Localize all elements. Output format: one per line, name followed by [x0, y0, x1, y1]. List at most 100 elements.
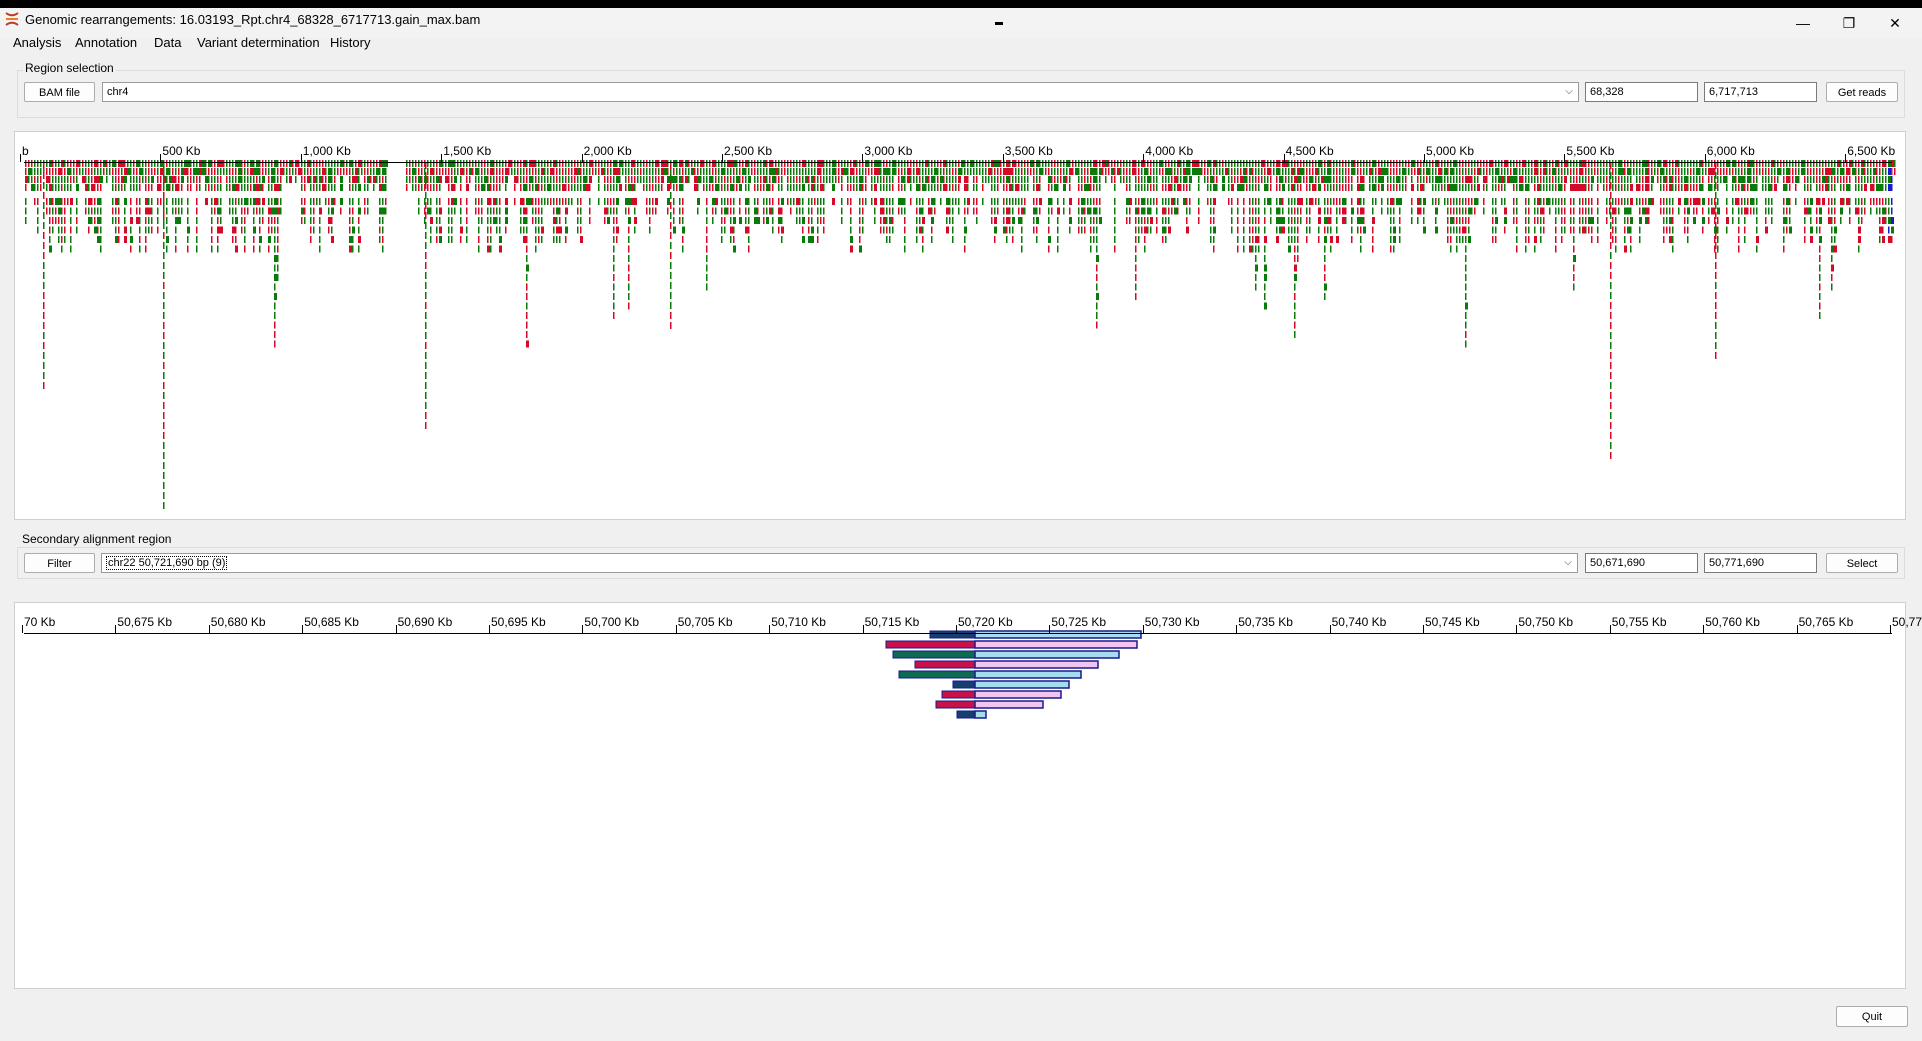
read-mark[interactable] — [1201, 168, 1203, 175]
read-mark[interactable] — [1318, 198, 1320, 205]
read-mark[interactable] — [1264, 226, 1266, 234]
read-mark[interactable] — [712, 184, 714, 191]
read-mark[interactable] — [1345, 168, 1347, 175]
read-mark[interactable] — [1270, 176, 1272, 183]
read-mark[interactable] — [1015, 184, 1018, 191]
read-mark[interactable] — [1132, 168, 1135, 175]
read-mark[interactable] — [31, 176, 33, 183]
read-mark[interactable] — [1396, 184, 1398, 191]
read-mark[interactable] — [232, 168, 234, 175]
read-mark[interactable] — [865, 198, 867, 205]
read-mark[interactable] — [139, 176, 141, 183]
read-mark[interactable] — [808, 226, 810, 234]
read-mark[interactable] — [145, 184, 147, 191]
read-mark[interactable] — [226, 176, 228, 183]
read-mark[interactable] — [1264, 198, 1266, 205]
read-mark[interactable] — [37, 160, 39, 167]
read-mark[interactable] — [889, 176, 891, 183]
read-mark[interactable] — [199, 168, 202, 175]
read-mark[interactable] — [1066, 160, 1069, 167]
read-mark[interactable] — [1678, 168, 1680, 175]
read-mark[interactable] — [1357, 226, 1359, 234]
read-mark[interactable] — [151, 168, 153, 175]
read-mark[interactable] — [1768, 176, 1770, 183]
read-mark[interactable] — [1282, 217, 1285, 224]
read-mark[interactable] — [646, 176, 648, 183]
read-mark[interactable] — [166, 245, 168, 253]
read-mark[interactable] — [277, 226, 279, 234]
read-mark[interactable] — [100, 184, 102, 191]
read-mark[interactable] — [1561, 160, 1563, 167]
read-mark[interactable] — [580, 217, 582, 224]
read-mark[interactable] — [733, 245, 736, 253]
read-mark[interactable] — [244, 184, 246, 191]
read-mark[interactable] — [529, 160, 532, 167]
read-mark[interactable] — [421, 176, 423, 183]
read-mark[interactable] — [1786, 160, 1788, 167]
read-mark[interactable] — [1276, 198, 1278, 205]
read-mark[interactable] — [1009, 176, 1011, 183]
read-mark[interactable] — [1552, 160, 1554, 167]
read-mark[interactable] — [205, 168, 207, 175]
read-mark[interactable] — [484, 168, 486, 175]
read-mark[interactable] — [979, 168, 981, 175]
read-mark[interactable] — [1465, 283, 1467, 291]
read-mark[interactable] — [493, 217, 496, 224]
read-mark[interactable] — [976, 184, 978, 191]
read-mark[interactable] — [850, 236, 853, 243]
read-mark[interactable] — [1819, 293, 1821, 300]
read-mark[interactable] — [1321, 160, 1323, 167]
read-mark[interactable] — [1438, 198, 1440, 205]
read-mark[interactable] — [1096, 264, 1098, 272]
read-mark[interactable] — [253, 245, 255, 253]
read-mark[interactable] — [232, 217, 234, 224]
read-mark[interactable] — [694, 168, 696, 175]
read-mark[interactable] — [1024, 168, 1026, 175]
read-mark[interactable] — [106, 176, 108, 183]
read-mark[interactable] — [1849, 184, 1851, 191]
read-mark[interactable] — [64, 160, 66, 167]
read-mark[interactable] — [964, 168, 966, 175]
read-mark[interactable] — [1300, 207, 1302, 215]
read-mark[interactable] — [556, 207, 559, 215]
read-mark[interactable] — [883, 207, 885, 215]
read-mark[interactable] — [811, 160, 813, 167]
read-mark[interactable] — [358, 160, 361, 167]
read-mark[interactable] — [340, 176, 343, 183]
read-mark[interactable] — [1516, 207, 1518, 215]
read-mark[interactable] — [820, 198, 822, 205]
read-mark[interactable] — [1789, 226, 1792, 234]
read-mark[interactable] — [481, 217, 483, 224]
read-mark[interactable] — [982, 168, 984, 175]
read-mark[interactable] — [256, 160, 259, 167]
read-mark[interactable] — [1534, 245, 1536, 253]
read-mark[interactable] — [1150, 217, 1153, 224]
read-mark[interactable] — [331, 236, 334, 243]
read-mark[interactable] — [559, 168, 561, 175]
read-mark[interactable] — [1072, 168, 1074, 175]
read-mark[interactable] — [262, 217, 264, 224]
read-mark[interactable] — [1399, 207, 1401, 215]
read-mark[interactable] — [307, 168, 309, 175]
read-mark[interactable] — [526, 217, 528, 224]
read-mark[interactable] — [574, 160, 576, 167]
read-mark[interactable] — [1360, 176, 1363, 183]
read-mark[interactable] — [1243, 236, 1245, 243]
read-mark[interactable] — [1141, 198, 1144, 205]
read-mark[interactable] — [1099, 176, 1101, 183]
read-mark[interactable] — [217, 226, 220, 234]
read-mark[interactable] — [469, 160, 471, 167]
read-mark[interactable] — [436, 198, 438, 205]
read-mark[interactable] — [367, 207, 369, 215]
read-mark[interactable] — [586, 168, 588, 175]
read-mark[interactable] — [1795, 176, 1798, 183]
read-mark[interactable] — [649, 217, 651, 224]
read-mark[interactable] — [425, 382, 427, 389]
read-mark[interactable] — [703, 168, 705, 175]
read-mark[interactable] — [1459, 198, 1461, 205]
read-mark[interactable] — [1717, 226, 1719, 234]
read-mark[interactable] — [1312, 176, 1314, 183]
read-mark[interactable] — [898, 160, 900, 167]
read-mark[interactable] — [1534, 236, 1537, 243]
read-mark[interactable] — [1786, 207, 1788, 215]
